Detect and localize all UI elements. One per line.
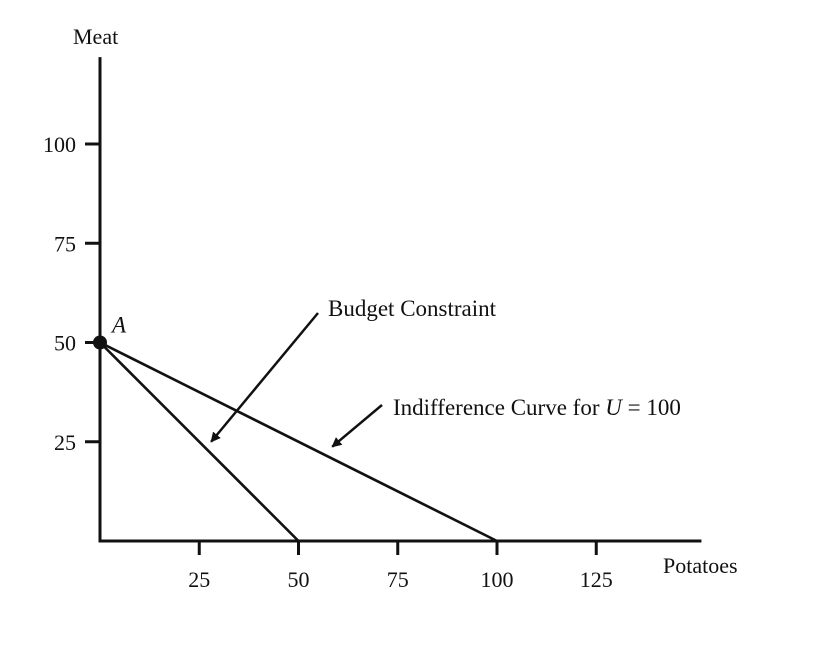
budget-constraint-line (99, 341, 300, 542)
x-axis-ticks: 25 50 75 100 125 (188, 541, 613, 592)
x-axis-label: Potatoes (663, 553, 738, 578)
y-axis-ticks: 25 50 75 100 (43, 132, 100, 455)
x-tick-label: 25 (188, 567, 210, 592)
y-tick-label: 75 (54, 231, 76, 256)
point-a-marker (93, 335, 107, 350)
series-lines (99, 341, 498, 543)
annotations: Budget Constraint Indifference Curve for … (210, 296, 681, 448)
x-tick-label: 75 (387, 567, 409, 592)
x-tick-label: 50 (288, 567, 310, 592)
x-tick-label: 125 (580, 567, 613, 592)
x-tick-label: 100 (481, 567, 514, 592)
indifference-curve-arrow (331, 404, 383, 448)
y-tick-label: 50 (54, 331, 76, 356)
indifference-curve-line (99, 341, 498, 543)
y-tick-label: 100 (43, 132, 76, 157)
budget-constraint-arrow (210, 312, 319, 443)
indifference-curve-annotation: Indifference Curve for U = 100 (393, 395, 681, 420)
point-a-label: A (110, 313, 127, 338)
budget-constraint-annotation: Budget Constraint (328, 296, 497, 321)
y-tick-label: 25 (54, 430, 76, 455)
y-axis-label: Meat (73, 24, 118, 49)
